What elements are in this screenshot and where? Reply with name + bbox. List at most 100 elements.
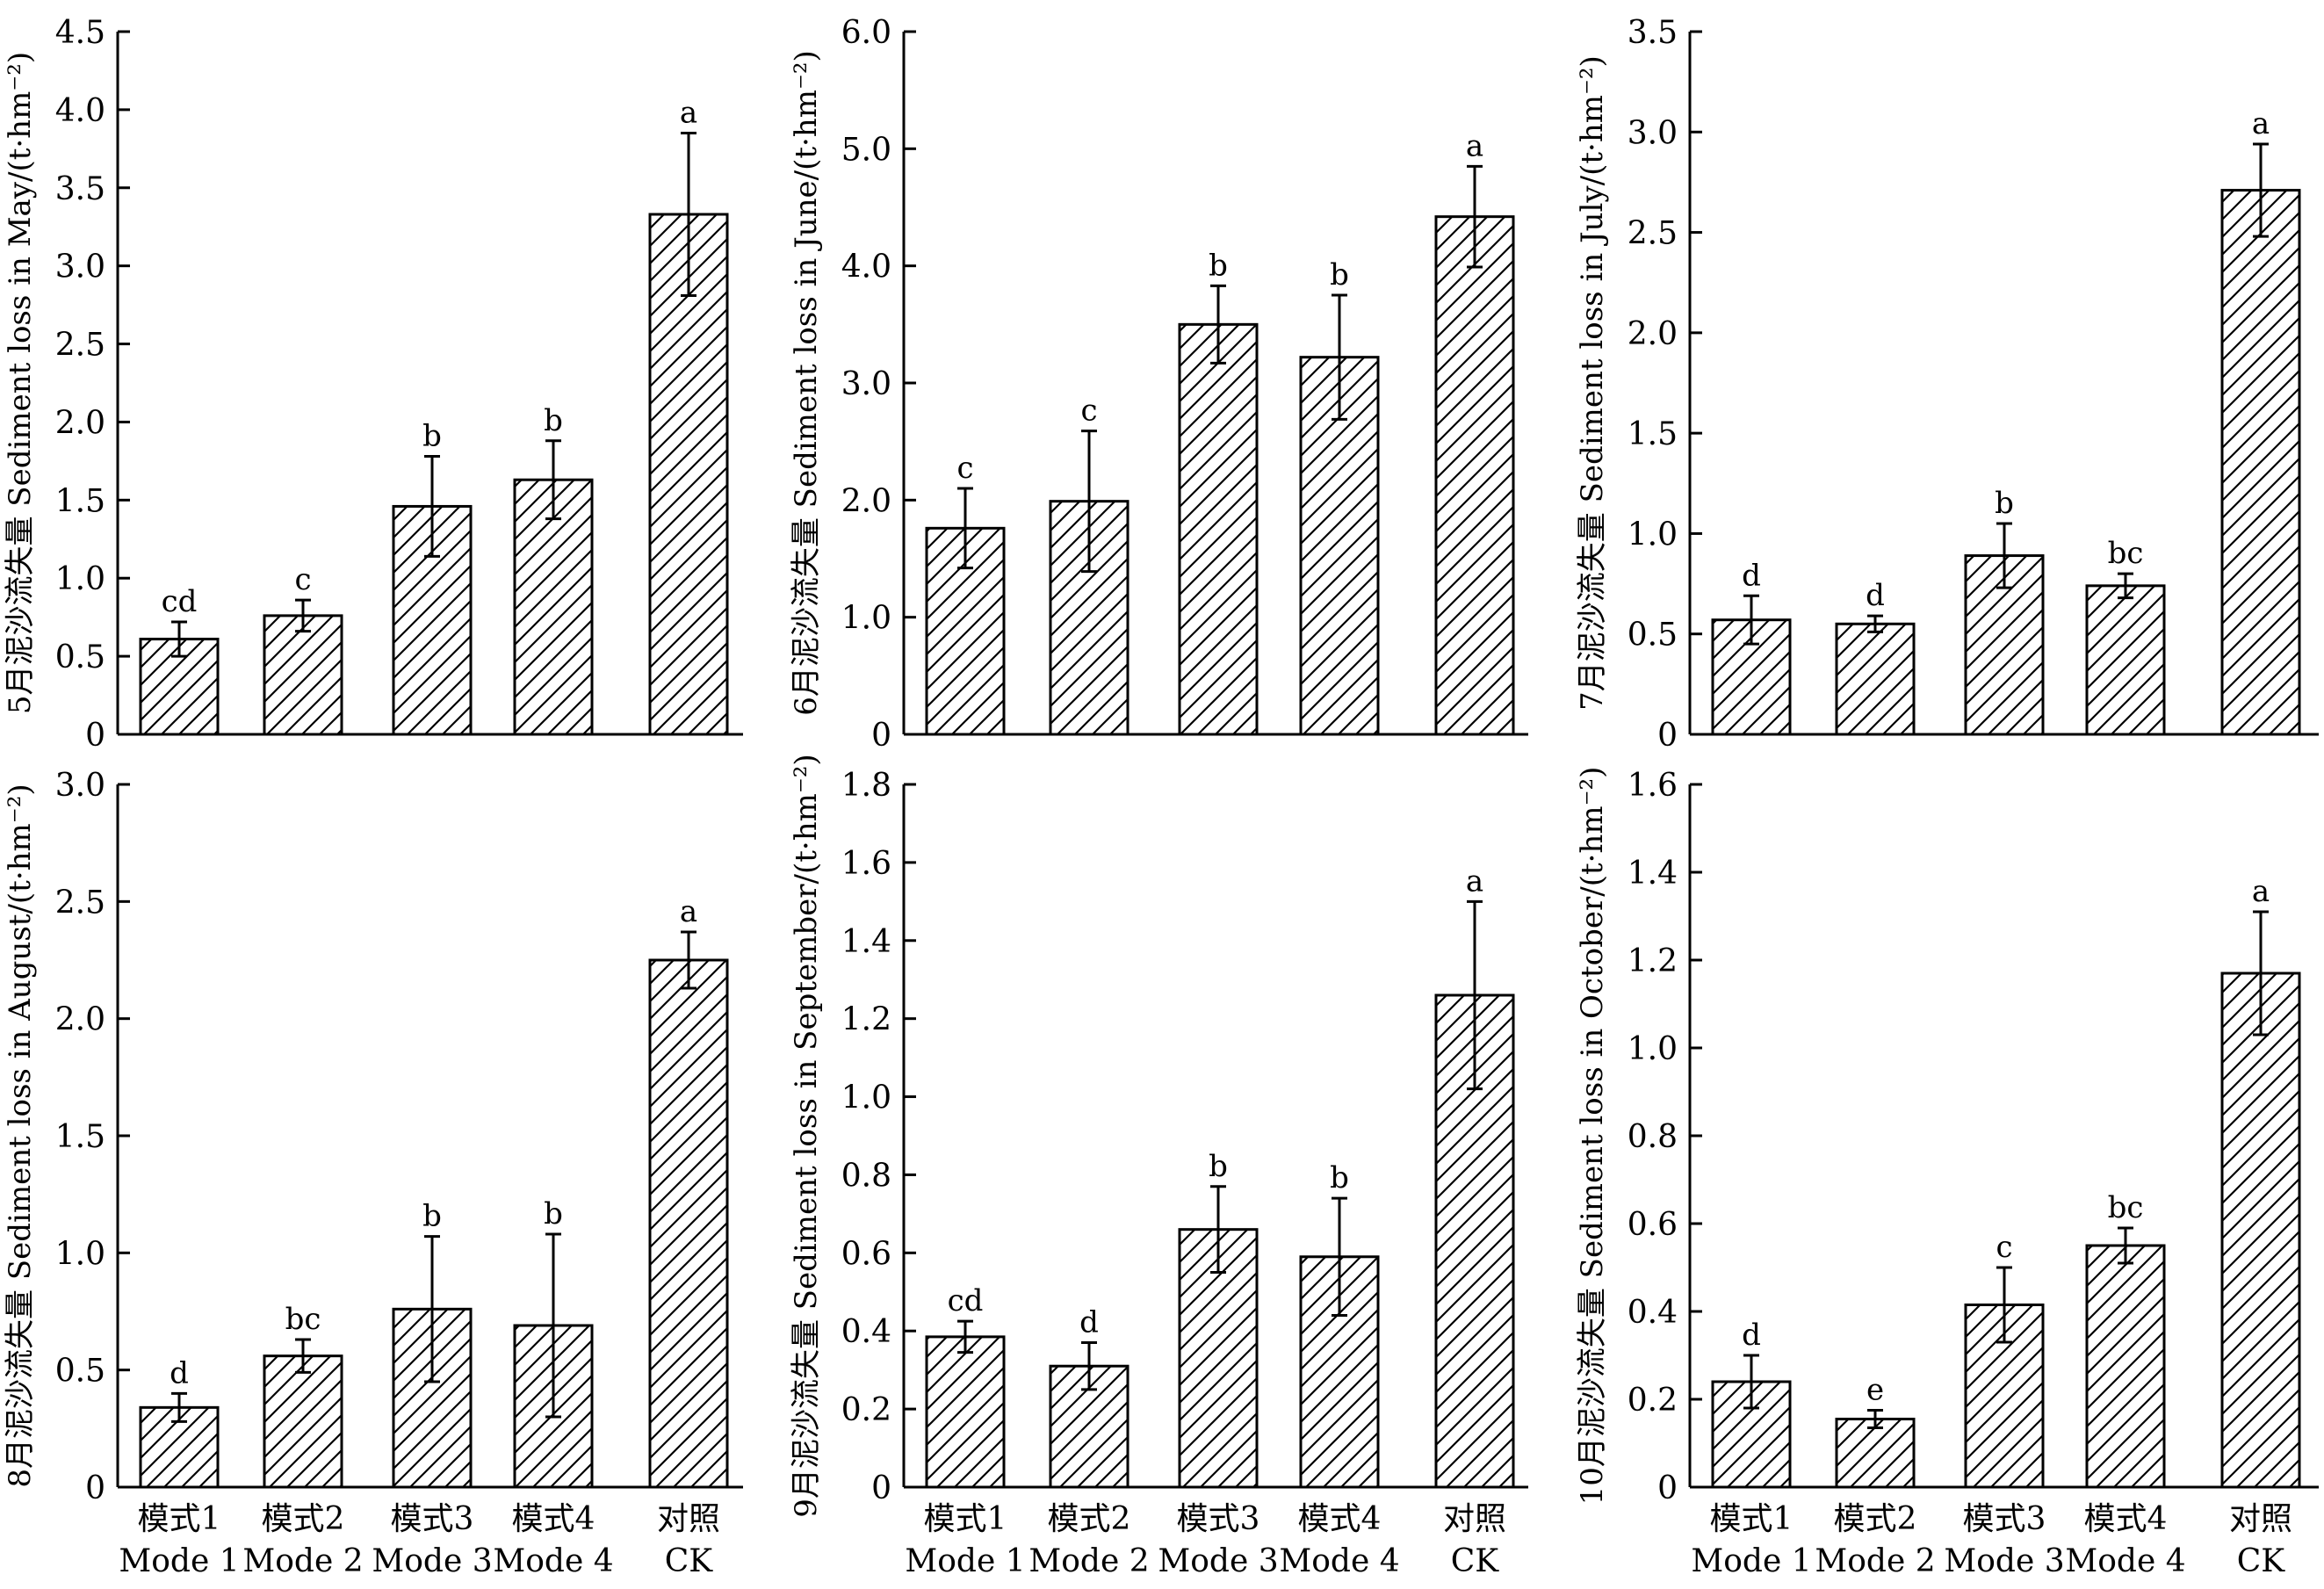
y-tick-label: 0.5 <box>55 639 105 675</box>
y-tick-label: 2.0 <box>1628 316 1678 352</box>
bar-ck <box>648 958 729 1489</box>
y-tick-label: 3.0 <box>1628 115 1678 151</box>
bar-mode-4 <box>2085 584 2166 736</box>
significance-letter: c <box>1996 1230 2012 1265</box>
y-tick-label: 0 <box>871 718 891 754</box>
significance-letter: d <box>1079 1305 1099 1340</box>
significance-letter: b <box>544 1196 563 1231</box>
x-tick-label-cn: 对照 <box>2229 1501 2292 1537</box>
y-tick-label: 1.5 <box>55 1119 105 1155</box>
y-tick-label: 1.6 <box>1628 768 1678 804</box>
significance-letter: bc <box>285 1302 321 1337</box>
x-tick-label-en: Mode 1 <box>905 1543 1025 1579</box>
bar-mode-1 <box>925 1335 1006 1489</box>
bar-ck <box>1434 215 1515 736</box>
x-tick-label-cn: 模式1 <box>924 1501 1007 1537</box>
y-tick-label: 0 <box>871 1470 891 1506</box>
y-axis-title: 9月泥沙流失量 Sediment loss in September/(t·hm… <box>789 754 824 1517</box>
significance-letter: c <box>294 562 311 597</box>
y-tick-label: 3.0 <box>841 366 891 402</box>
x-tick-label-en: Mode 2 <box>1815 1543 1935 1579</box>
bar-mode-2 <box>263 614 343 736</box>
significance-letter: e <box>1866 1373 1884 1408</box>
x-tick-label-cn: 模式1 <box>138 1501 221 1537</box>
y-tick-label: 1.4 <box>1628 856 1678 892</box>
significance-letter: bc <box>2108 1190 2144 1225</box>
y-tick-label: 4.0 <box>55 93 105 129</box>
bar-ck <box>2220 971 2301 1489</box>
significance-letter: b <box>422 419 442 454</box>
x-tick-label-en: CK <box>665 1543 714 1579</box>
bar-mode-1 <box>1711 618 1792 736</box>
y-tick-label: 0 <box>85 1470 105 1506</box>
x-tick-label-en: Mode 1 <box>1691 1543 1811 1579</box>
significance-letter: b <box>1209 1149 1228 1184</box>
y-tick-label: 2.5 <box>55 328 105 364</box>
y-tick-label: 0.4 <box>841 1314 891 1350</box>
significance-letter: a <box>1466 863 1483 899</box>
significance-letter: cd <box>948 1283 984 1318</box>
x-tick-label-en: CK <box>1451 1543 1500 1579</box>
significance-letter: bc <box>2108 536 2144 571</box>
y-tick-label: 1.4 <box>841 924 891 960</box>
x-tick-label-en: Mode 3 <box>1944 1543 2064 1579</box>
y-tick-label: 0.6 <box>841 1236 891 1272</box>
y-tick-label: 0.4 <box>1628 1295 1678 1331</box>
y-tick-label: 2.5 <box>55 885 105 921</box>
x-tick-label-cn: 模式4 <box>2084 1501 2168 1537</box>
bar-mode-4 <box>1299 1255 1380 1489</box>
chart-panel-5: 0 0.2 0.4 0.6 0.8 1.0 1.2 1.4 1.6 1.8 9月泥沙流失量 Sedi… <box>789 754 1528 1579</box>
chart-panel-3: 0 0.5 1.0 1.5 2.0 2.5 3.0 3.5 7月泥沙流失量 Sediment l… <box>1575 15 2319 754</box>
y-tick-label: 1.5 <box>1628 416 1678 452</box>
x-tick-label-en: Mode 2 <box>1028 1543 1149 1579</box>
significance-letter: d <box>1866 578 1885 613</box>
chart-panel-4: 0 0.5 1.0 1.5 2.0 2.5 3.0 8月泥沙流失量 Sediment loss… <box>3 768 743 1579</box>
significance-letter: b <box>1330 1160 1349 1195</box>
significance-letter: b <box>1209 248 1228 283</box>
y-tick-label: 2.0 <box>55 405 105 441</box>
significance-letter: d <box>1742 558 1761 593</box>
x-tick-label-en: Mode 2 <box>242 1543 363 1579</box>
y-tick-label: 3.0 <box>55 768 105 804</box>
chart-panel-1: 0 0.5 1.0 1.5 2.0 2.5 3.0 3.5 4.0 4.5 5月泥沙流失量 Sedi… <box>3 15 743 754</box>
significance-letter: a <box>1466 128 1483 163</box>
y-tick-label: 0 <box>1657 718 1678 754</box>
y-axis-title: 10月泥沙流失量 Sediment loss in October/(t·hm⁻… <box>1575 767 1610 1506</box>
bar-mode-3 <box>1178 322 1259 736</box>
x-tick-label-en: Mode 3 <box>1158 1543 1278 1579</box>
significance-letter: a <box>2252 106 2270 141</box>
x-tick-label-cn: 对照 <box>1443 1501 1506 1537</box>
significance-letter: b <box>544 403 563 438</box>
x-tick-label-en: CK <box>2237 1543 2286 1579</box>
x-tick-label-cn: 模式2 <box>1048 1501 1131 1537</box>
y-tick-label: 1.6 <box>841 846 891 882</box>
y-tick-label: 1.2 <box>841 1002 891 1038</box>
y-tick-label: 0.6 <box>1628 1207 1678 1243</box>
y-tick-label: 1.0 <box>1628 1031 1678 1067</box>
y-tick-label: 5.0 <box>841 132 891 168</box>
bar-mode-2 <box>1835 622 1916 736</box>
x-tick-label-cn: 模式3 <box>1177 1501 1260 1537</box>
x-tick-label-cn: 模式2 <box>1834 1501 1917 1537</box>
y-tick-label: 0 <box>85 718 105 754</box>
y-tick-label: 4.0 <box>841 249 891 285</box>
y-tick-label: 3.5 <box>1628 15 1678 51</box>
significance-letter: c <box>956 451 973 486</box>
x-tick-label-cn: 模式3 <box>1963 1501 2046 1537</box>
y-tick-label: 1.8 <box>841 768 891 804</box>
significance-letter: d <box>1742 1318 1761 1353</box>
y-axis-title: 7月泥沙流失量 Sediment loss in July/(t·hm⁻²) <box>1575 55 1610 711</box>
y-tick-label: 2.5 <box>1628 216 1678 252</box>
significance-letter: b <box>1330 257 1349 293</box>
y-tick-label: 3.5 <box>55 171 105 207</box>
x-tick-label-cn: 模式2 <box>262 1501 345 1537</box>
y-tick-label: 3.0 <box>55 249 105 285</box>
chart-panel-2: 0 1.0 2.0 3.0 4.0 5.0 6.0 6月泥沙流失量 Sediment loss… <box>789 15 1528 754</box>
y-tick-label: 2.0 <box>841 483 891 519</box>
y-tick-label: 1.0 <box>55 1236 105 1272</box>
y-tick-label: 4.5 <box>55 15 105 51</box>
x-tick-label-cn: 模式4 <box>512 1501 595 1537</box>
y-tick-label: 1.0 <box>55 561 105 597</box>
y-axis-title: 8月泥沙流失量 Sediment loss in August/(t·hm⁻²) <box>3 784 38 1487</box>
y-tick-label: 0.5 <box>1628 618 1678 654</box>
